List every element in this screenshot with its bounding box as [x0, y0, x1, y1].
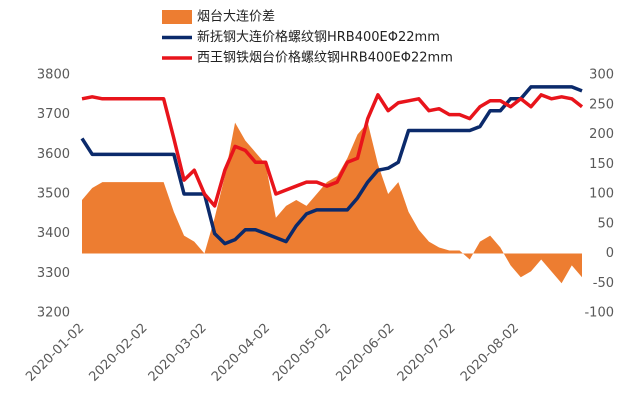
- line: [81, 93, 584, 208]
- y2-tick-label: -100: [584, 306, 614, 321]
- x-tick-label: 2020-08-02: [458, 321, 522, 385]
- y2-tick-label: 100: [589, 187, 614, 202]
- legend-swatch: [162, 10, 192, 24]
- y2-tick-label: 250: [589, 97, 614, 112]
- y-tick-label: 3400: [37, 226, 70, 241]
- x-tick-label: 2020-04-02: [209, 321, 273, 385]
- legend-label: 新抚钢大连价格螺纹钢HRB400EΦ22mm: [197, 29, 440, 45]
- y2-tick-label: 50: [597, 216, 614, 231]
- x-tick-label: 2020-01-02: [23, 321, 87, 385]
- y-tick-label: 3600: [37, 147, 70, 162]
- x-tick-label: 2020-02-02: [87, 321, 151, 385]
- x-tick-label: 2020-06-02: [333, 321, 397, 385]
- y-tick-label: 3300: [37, 266, 70, 281]
- legend-label: 烟台大连价差: [197, 9, 275, 25]
- y-tick-label: 3700: [37, 107, 70, 122]
- x-tick-label: 2020-03-02: [146, 321, 210, 385]
- x-tick-label: 2020-05-02: [270, 321, 334, 385]
- y2-tick-label: 0: [606, 246, 614, 261]
- line: [80, 85, 583, 246]
- y-tick-label: 3500: [37, 187, 70, 202]
- y-tick-label: 3800: [37, 68, 70, 83]
- y2-tick-label: 200: [589, 127, 614, 142]
- y2-tick-label: 300: [589, 68, 614, 83]
- x-tick-label: 2020-07-02: [395, 321, 459, 385]
- y2-tick-label: -50: [593, 276, 614, 291]
- legend-label: 西王钢铁烟台价格螺纹钢HRB400EΦ22mm: [197, 50, 453, 66]
- area: [82, 122, 582, 284]
- y-tick-label: 3200: [37, 306, 70, 321]
- y2-tick-label: 150: [589, 157, 614, 172]
